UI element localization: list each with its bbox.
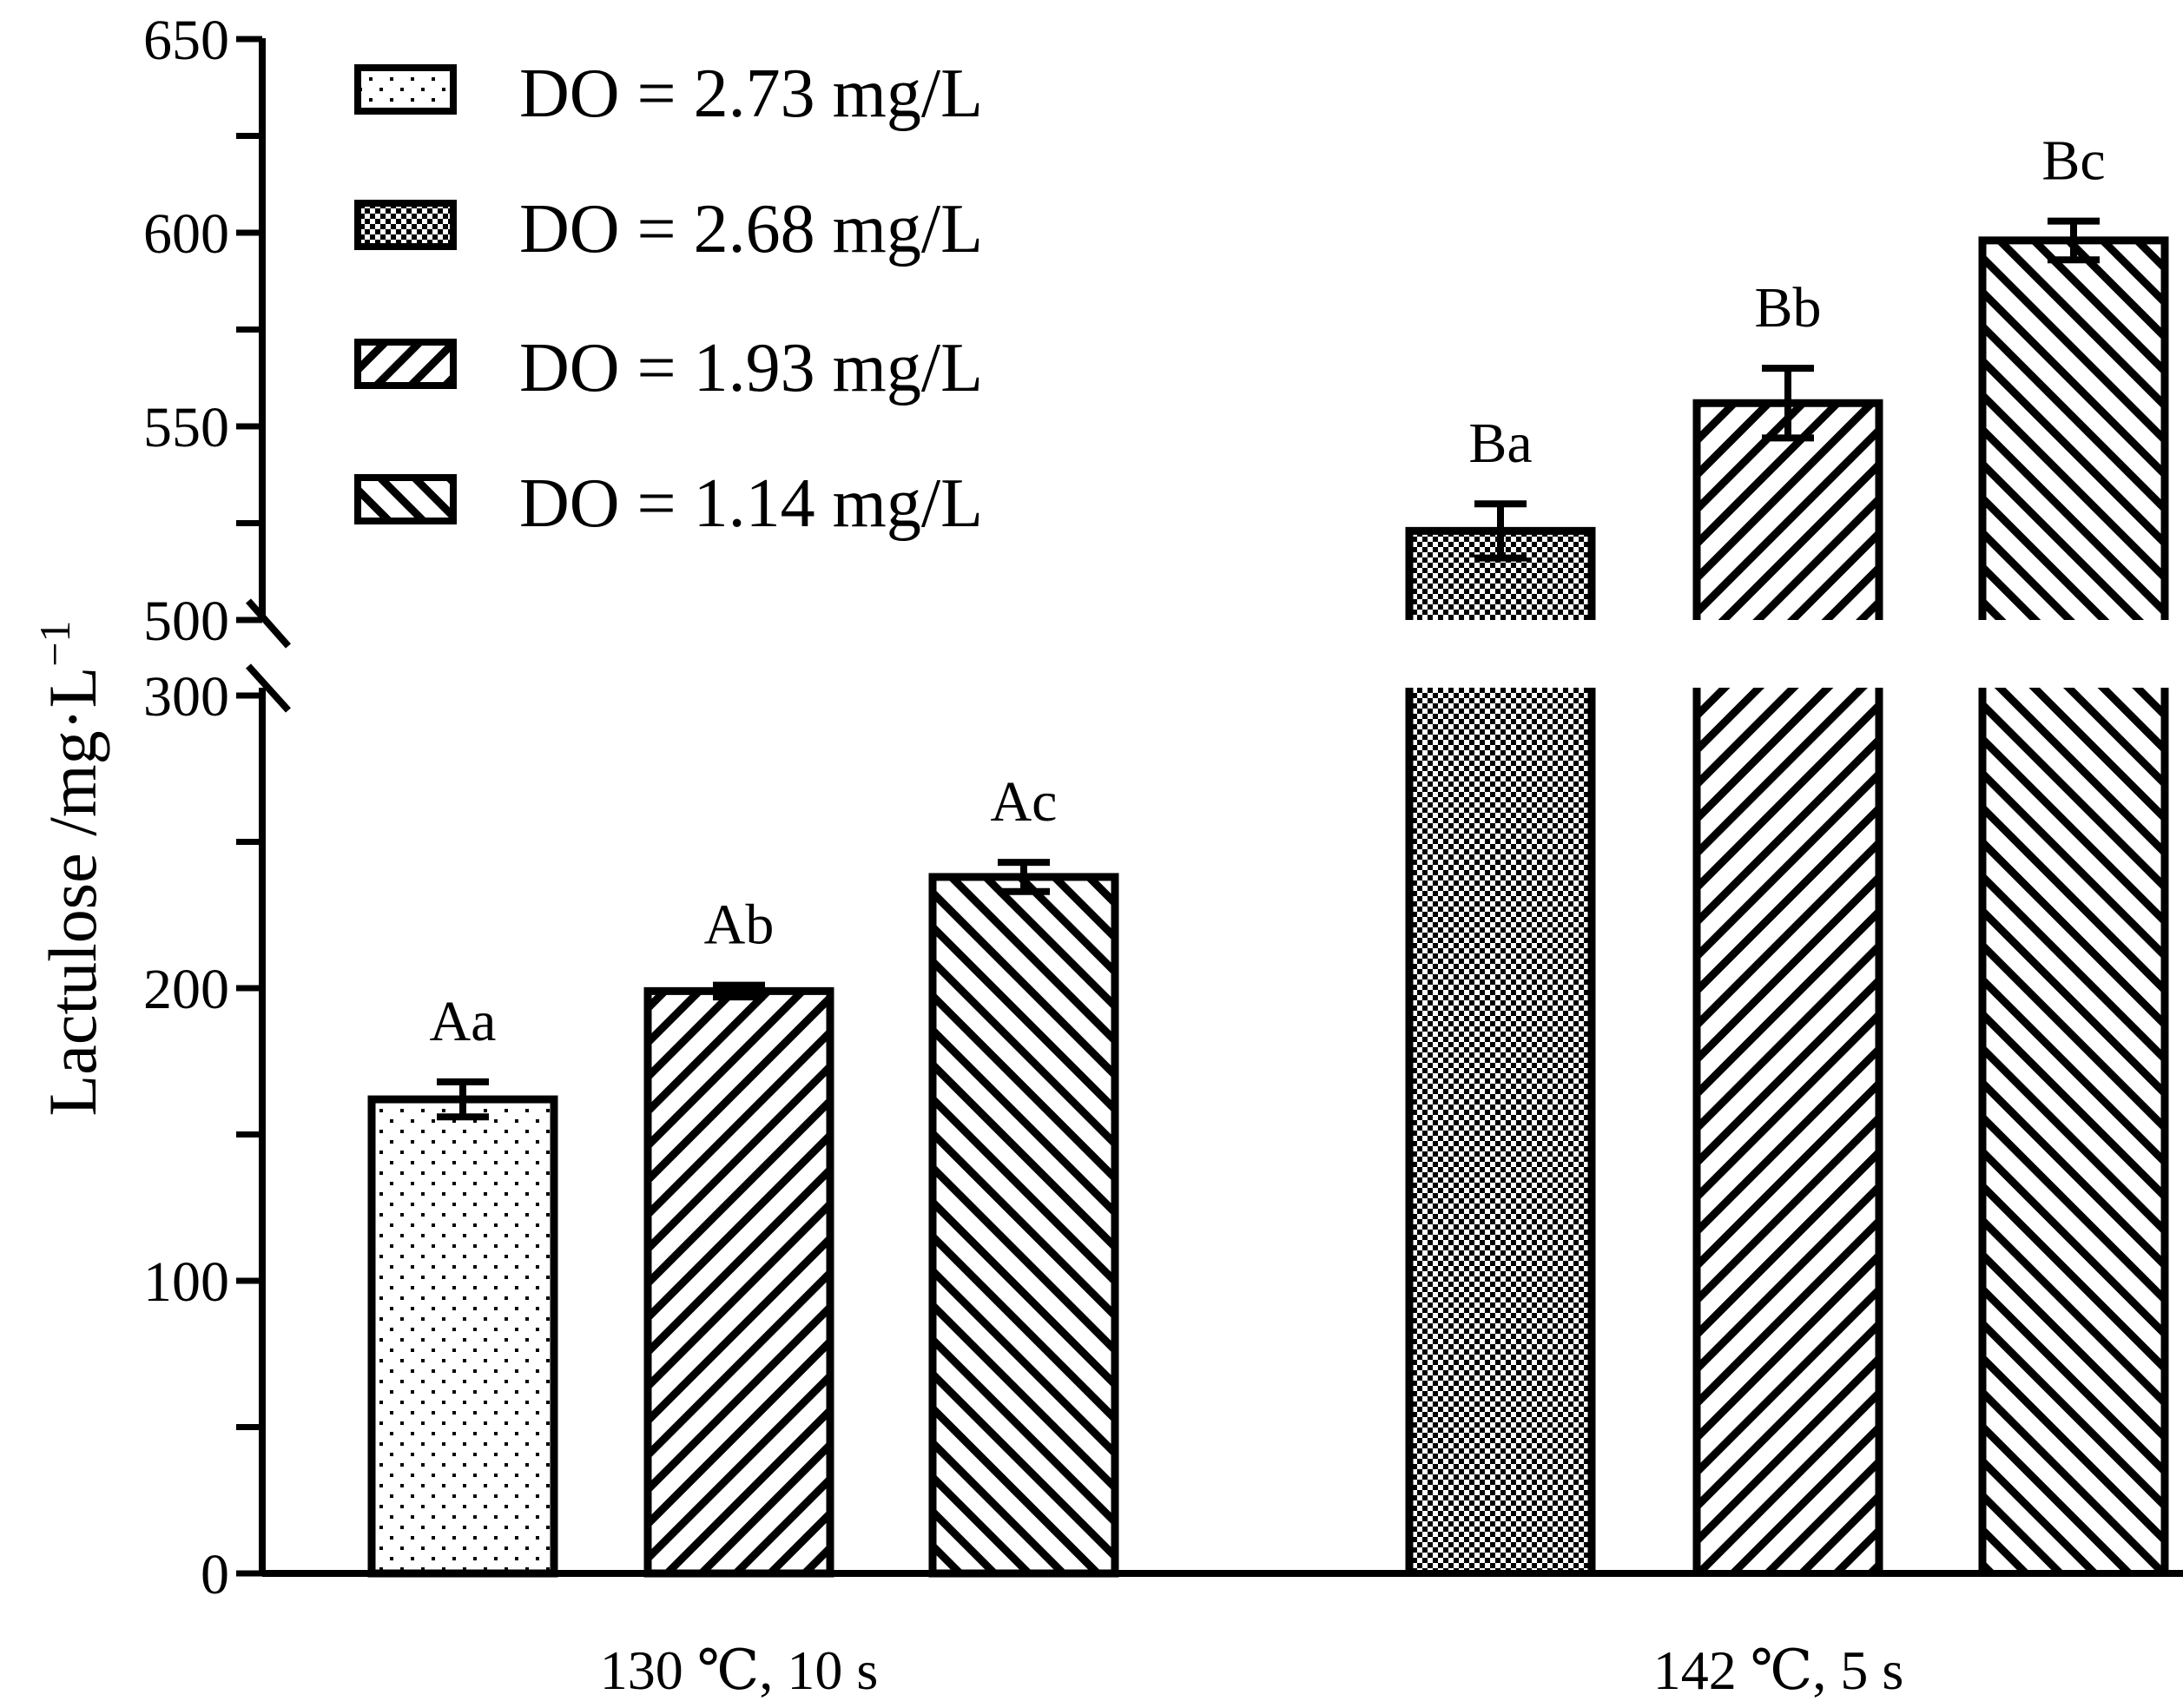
category-label-130: 130 ℃, 10 s (600, 1639, 879, 1701)
y-tick-label-0: 0 (201, 1543, 229, 1606)
legend-swatch-checker (354, 200, 457, 250)
axis-break-mark-upper (246, 598, 291, 649)
bar-s3-c0 (928, 873, 1119, 1578)
legend-swatch-hatch-right (354, 339, 457, 389)
y-tick-label-550: 550 (143, 396, 229, 459)
bar-label-Ac: Ac (991, 770, 1058, 834)
bar-s1-c1-lower-outline (1405, 688, 1596, 1573)
category-label-142: 142 ℃, 5 s (1653, 1639, 1904, 1701)
legend-swatch-hatch-left (354, 474, 457, 524)
bar-s3-c1-lower-outline (1978, 688, 2169, 1573)
bar-label-Ba: Ba (1468, 412, 1532, 475)
y-axis-label: Lactulose /mg·L−1 (30, 621, 110, 1117)
bar-s1-c1-lower (1409, 688, 1592, 1573)
y-ticks-group: 0 100 200 300 500 550 600 650 (143, 9, 262, 1606)
legend: DO = 2.73 mg/L DO = 2.68 mg/L DO = 1.93 … (354, 56, 983, 542)
bar-s2-c1-lower-outline (1692, 688, 1883, 1573)
y-tick-label-500: 500 (143, 590, 229, 653)
bar-label-Ab: Ab (704, 894, 775, 957)
legend-label-1-14: DO = 1.14 mg/L (519, 465, 983, 542)
bar-s3-c1-lower (1982, 688, 2165, 1573)
bar-label-Bc: Bc (2041, 129, 2105, 193)
bar-s2-c1-lower (1697, 688, 1879, 1573)
bar-s0-c0 (367, 1095, 558, 1578)
legend-label-2-68: DO = 2.68 mg/L (519, 191, 983, 267)
error-bars-group: Aa Ba Ab Bb Ac Bc (430, 129, 2106, 1121)
bar-s2-c0 (643, 986, 834, 1578)
y-tick-label-300: 300 (143, 665, 229, 729)
bar-s3-c1-upper (1982, 240, 2165, 620)
y-tick-label-100: 100 (143, 1250, 229, 1314)
y-tick-label-600: 600 (143, 202, 229, 266)
legend-label-2-73: DO = 2.73 mg/L (519, 56, 983, 132)
y-tick-label-200: 200 (143, 958, 229, 1021)
y-tick-label-650: 650 (143, 9, 229, 72)
y-axis-label-exponent: −1 (30, 621, 79, 667)
axis-break-mark-lower (246, 663, 291, 713)
bar-label-Aa: Aa (430, 990, 497, 1053)
bar-label-Bb: Bb (1754, 276, 1821, 340)
legend-label-1-93: DO = 1.93 mg/L (519, 330, 983, 406)
legend-swatch-dots (354, 64, 457, 115)
bars-group (367, 236, 2169, 1578)
